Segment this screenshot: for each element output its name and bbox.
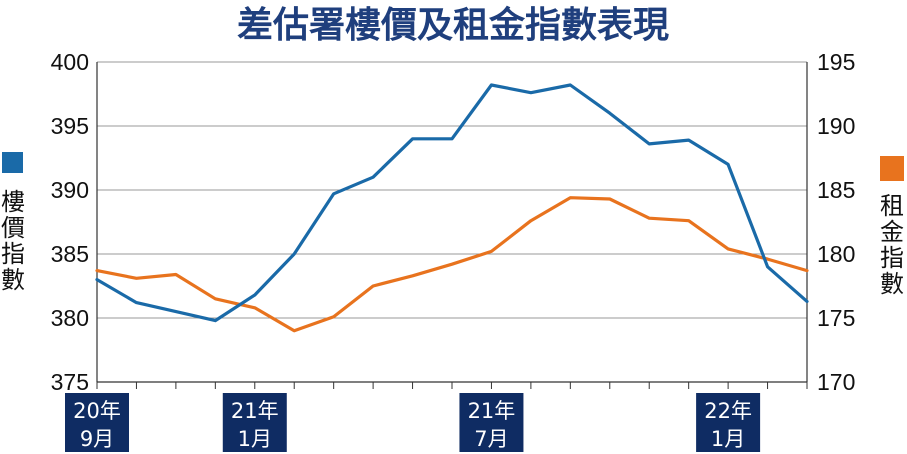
x-tick-month: 7月 [474, 427, 508, 451]
chart-title: 差估署樓價及租金指數表現 [237, 4, 669, 46]
left-tick-label: 385 [51, 241, 89, 267]
right-tick-label: 185 [817, 177, 855, 203]
left-legend-swatch [2, 152, 23, 173]
series-line-rent-index [95, 196, 809, 333]
x-tick-year: 22年 [704, 399, 752, 423]
left-tick-label: 390 [51, 177, 89, 203]
right-tick-label: 170 [817, 369, 855, 395]
right-tick-label: 175 [817, 305, 855, 331]
x-tick-month: 1月 [238, 427, 272, 451]
x-tick-box [222, 393, 287, 452]
right-axis-title: 租金指數 [880, 192, 904, 298]
x-tick-month: 9月 [80, 427, 114, 451]
x-tick-year: 20年 [73, 399, 121, 423]
left-axis-title: 樓價指數 [1, 188, 25, 294]
x-tick-box [459, 393, 524, 452]
right-axis-ticks: 170 175 180 185 190 195 [817, 49, 855, 395]
right-legend-swatch [880, 156, 904, 181]
left-tick-label: 395 [51, 113, 89, 139]
series-line-price-index [95, 83, 809, 323]
x-tick-box [696, 393, 761, 452]
left-axis-ticks: 375 380 385 390 395 400 [51, 49, 89, 395]
x-tick-year: 21年 [468, 399, 516, 423]
left-tick-label: 400 [51, 49, 89, 75]
x-tick-box [65, 393, 129, 452]
x-tick-year: 21年 [231, 399, 279, 423]
right-tick-label: 190 [817, 113, 855, 139]
series-lines [95, 83, 809, 333]
right-tick-label: 180 [817, 241, 855, 267]
left-tick-label: 375 [51, 369, 89, 395]
x-tick-month: 1月 [711, 427, 745, 451]
grid [96, 61, 808, 389]
right-tick-label: 195 [817, 49, 855, 75]
left-tick-label: 380 [51, 305, 89, 331]
